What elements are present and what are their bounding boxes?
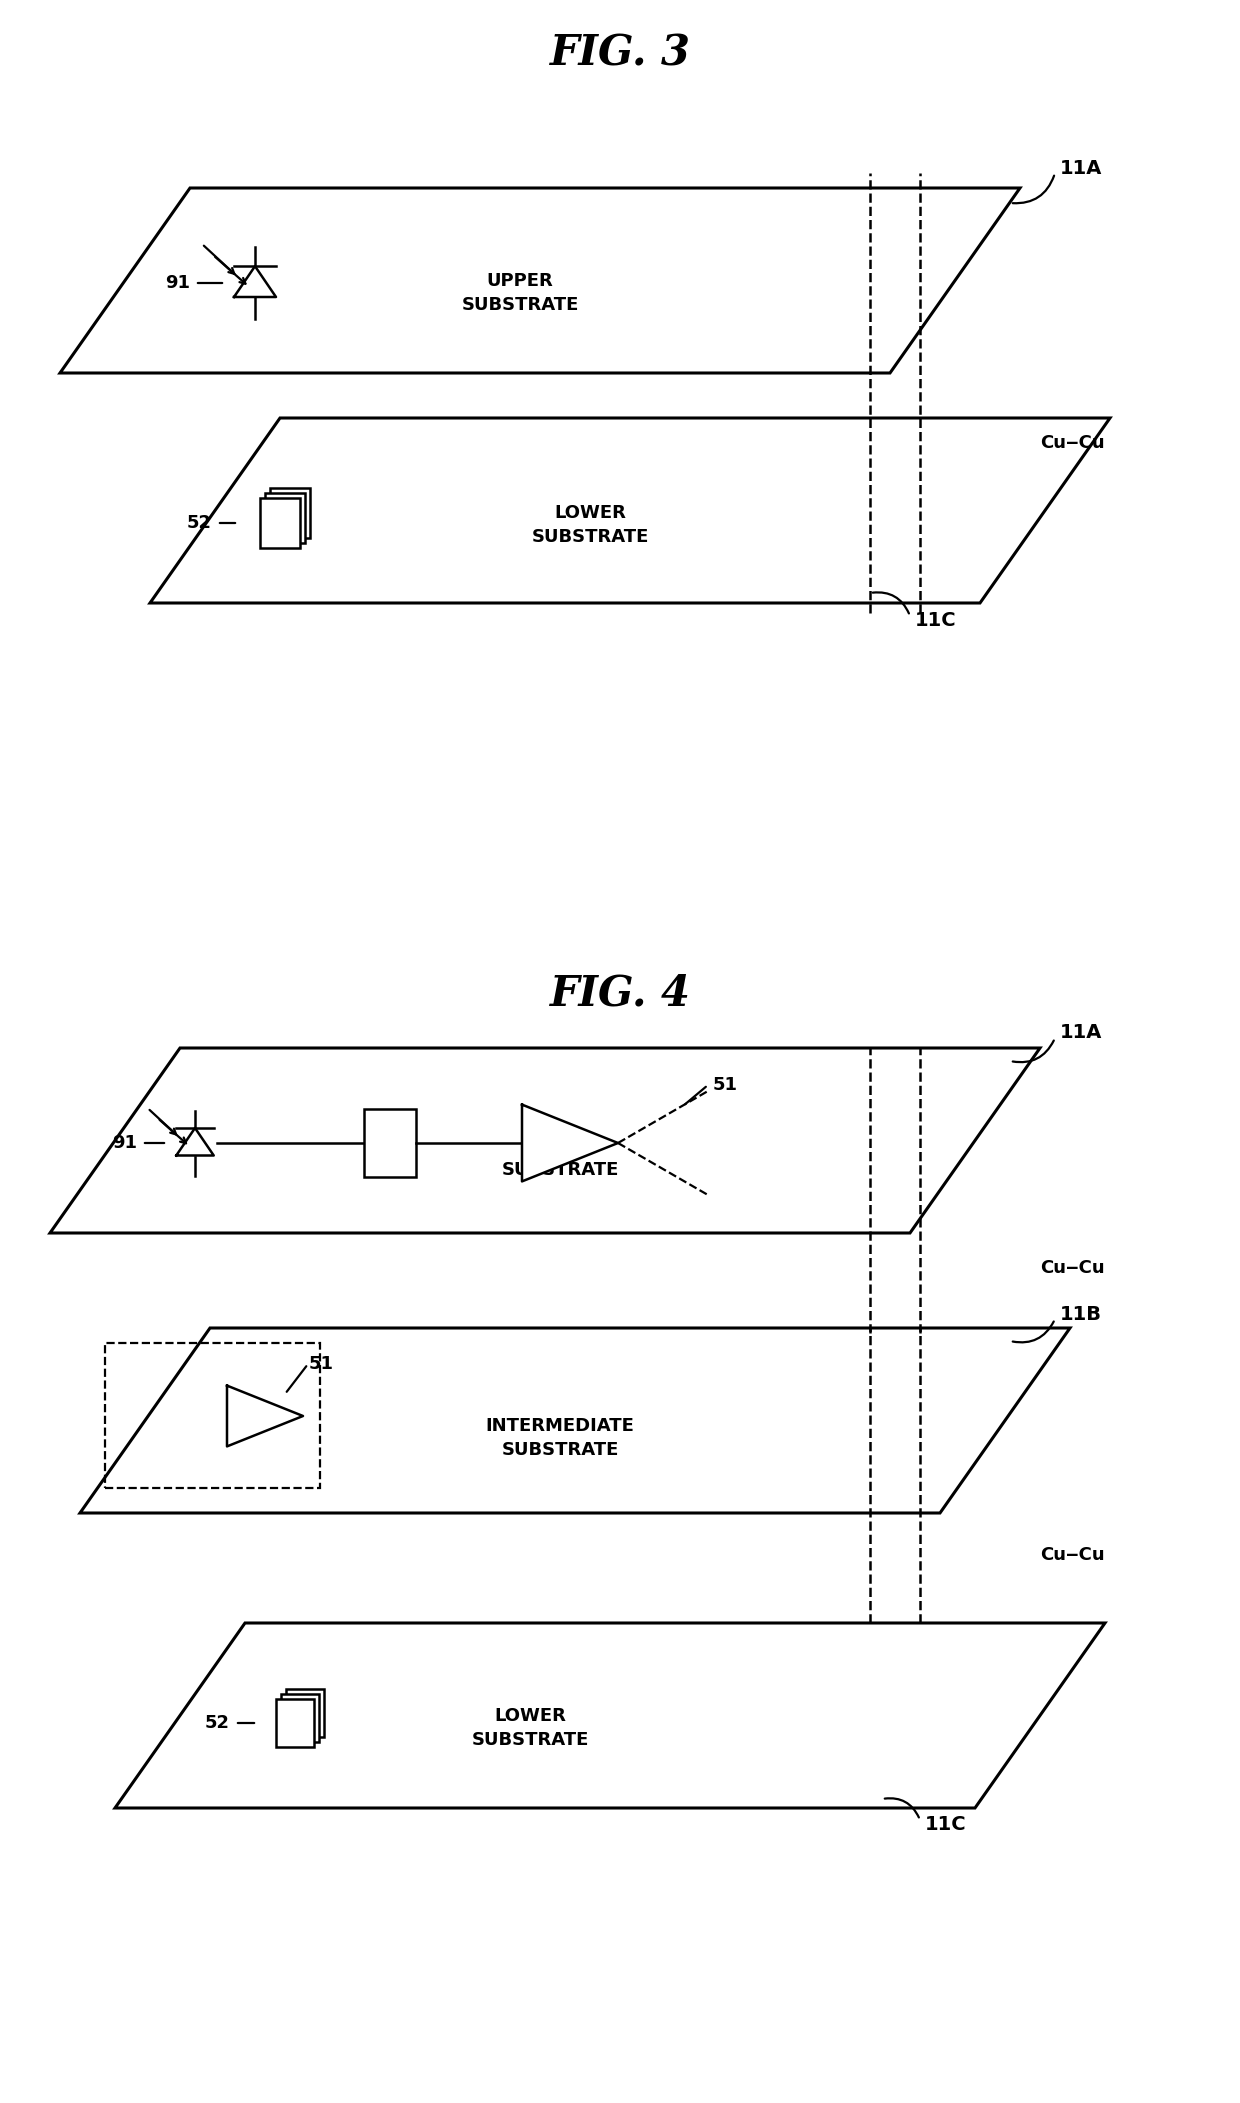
Bar [270,488,310,538]
Text: 51: 51 [713,1077,738,1094]
Text: 11B: 11B [1060,1304,1102,1323]
Text: 52: 52 [187,513,212,532]
Text: UPPER
SUBSTRATE: UPPER SUBSTRATE [461,271,579,313]
Text: UPPER
SUBSTRATE: UPPER SUBSTRATE [501,1138,619,1180]
Polygon shape [234,267,277,297]
Text: 91: 91 [165,273,190,292]
Text: LOWER
SUBSTRATE: LOWER SUBSTRATE [531,505,649,547]
Bar [260,498,300,549]
Text: 91: 91 [112,1134,136,1152]
Text: Cu‒Cu: Cu‒Cu [1040,1546,1105,1565]
Text: 11C: 11C [915,612,956,631]
Polygon shape [115,1624,1105,1809]
Text: 52: 52 [205,1714,229,1733]
Polygon shape [81,1327,1070,1512]
Polygon shape [60,187,1021,372]
Text: 11C: 11C [925,1815,967,1834]
Bar [265,492,305,543]
Bar [280,1695,319,1741]
Polygon shape [522,1104,618,1182]
Polygon shape [176,1127,213,1155]
Text: INTERMEDIATE
SUBSTRATE: INTERMEDIATE SUBSTRATE [486,1417,635,1459]
Polygon shape [50,1047,1040,1232]
Text: Cu‒Cu: Cu‒Cu [1040,1260,1105,1277]
Bar [285,1689,324,1737]
Text: LOWER
SUBSTRATE: LOWER SUBSTRATE [471,1708,589,1750]
Text: Cu‒Cu: Cu‒Cu [1040,433,1105,452]
Text: 11A: 11A [1060,1024,1102,1043]
Bar [365,1108,415,1178]
Bar [105,1344,320,1489]
Text: 51: 51 [309,1354,334,1373]
Bar [275,1699,314,1748]
Text: FIG. 4: FIG. 4 [549,974,691,1016]
Polygon shape [150,418,1110,604]
Text: FIG. 3: FIG. 3 [549,34,691,76]
Text: 11A: 11A [1060,158,1102,177]
Polygon shape [227,1386,303,1447]
